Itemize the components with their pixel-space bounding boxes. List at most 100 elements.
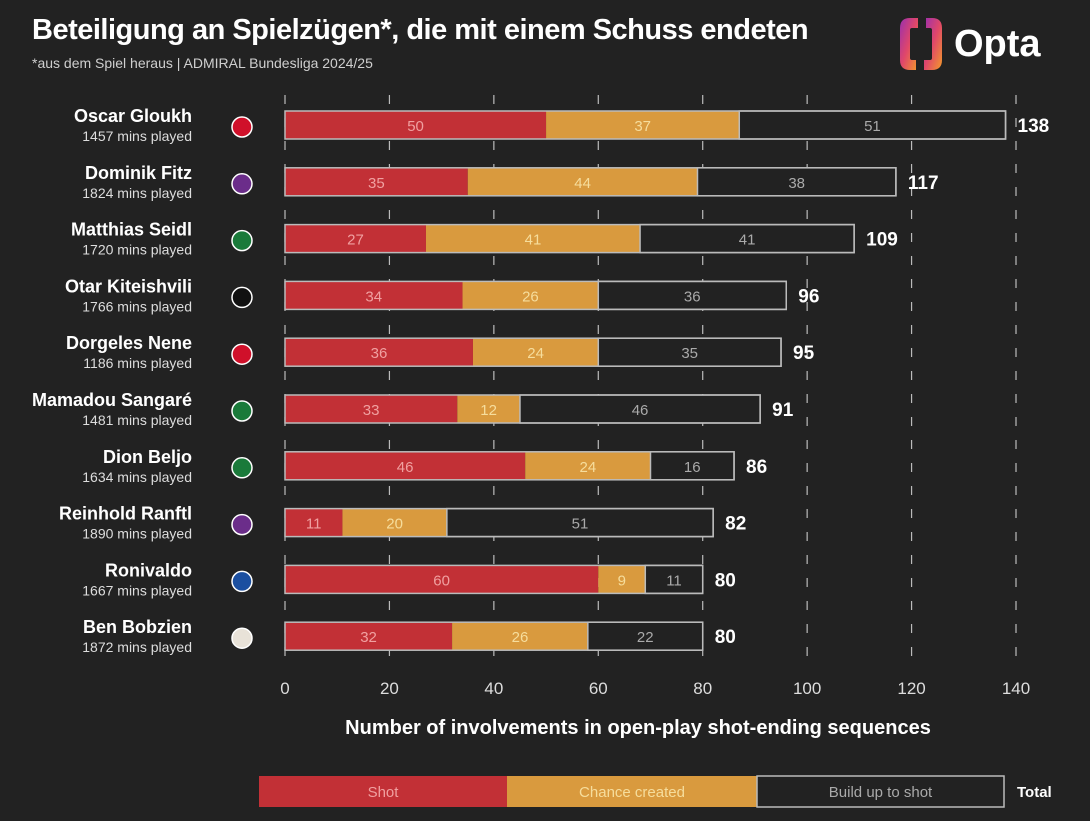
bar-segment-shot — [285, 281, 463, 310]
data-label: 16 — [684, 459, 701, 476]
player-name: Reinhold Ranftl — [59, 504, 192, 524]
bar-segment-build-up-to-shot — [446, 507, 714, 538]
data-label: 24 — [579, 459, 596, 476]
bar-segment-shot — [285, 338, 473, 367]
x-tick-label: 20 — [380, 679, 399, 698]
minutes-played: 1457 mins played — [82, 128, 192, 144]
bar-segment-chance-created — [462, 281, 599, 310]
x-tick-label: 40 — [484, 679, 503, 698]
x-axis-label: Number of involvements in open-play shot… — [345, 717, 931, 739]
minutes-played: 1481 mins played — [82, 412, 192, 428]
x-tick-label: 120 — [897, 679, 925, 698]
wolfsberg-club-icon — [231, 627, 253, 649]
minutes-played: 1667 mins played — [82, 582, 192, 598]
bar-segment-shot — [285, 167, 468, 196]
data-label: 32 — [360, 629, 377, 646]
chart-title: Beteiligung an Spielzügen*, die mit eine… — [32, 14, 809, 46]
total-label: 82 — [725, 514, 746, 535]
minutes-played: 1872 mins played — [82, 639, 192, 655]
data-label: 60 — [433, 572, 450, 589]
data-label: 50 — [407, 118, 424, 135]
player-name: Matthias Seidl — [71, 220, 192, 240]
data-label: 35 — [368, 175, 385, 192]
blau-weiss-linz-club-icon — [231, 570, 253, 593]
bar-segment-shot — [285, 508, 343, 537]
bar-segment-shot — [285, 451, 526, 480]
player-name: Otar Kiteishvili — [65, 276, 192, 296]
total-label: 95 — [793, 343, 815, 364]
total-label: 80 — [715, 627, 736, 648]
opta-logo: Opta — [896, 14, 1041, 74]
bar-segment-chance-created — [546, 111, 740, 139]
bar-outline — [284, 394, 761, 424]
player-name: Ronivaldo — [105, 560, 192, 580]
minutes-played: 1766 mins played — [82, 298, 192, 314]
data-label: 33 — [363, 402, 380, 419]
bar-segment-shot — [285, 395, 458, 423]
bar-outline — [284, 507, 714, 538]
data-label: 22 — [637, 629, 654, 646]
bar-segment-chance-created — [457, 395, 520, 423]
legend-label: Shot — [368, 784, 400, 801]
legend-swatch — [259, 776, 507, 807]
data-label: 12 — [480, 402, 497, 419]
player-name: Oscar Gloukh — [74, 106, 192, 126]
austria-wien-club-icon — [231, 513, 253, 536]
data-label: 34 — [365, 288, 382, 305]
bar-segment-chance-created — [598, 565, 646, 594]
bar-segment-shot — [285, 622, 453, 651]
bar-outline — [284, 110, 1007, 140]
data-label: 11 — [306, 516, 322, 533]
bar-segment-build-up-to-shot — [597, 337, 782, 367]
bar-segment-shot — [285, 224, 426, 253]
bar-segment-build-up-to-shot — [519, 394, 761, 424]
data-label: 35 — [681, 345, 698, 362]
player-name: Dion Beljo — [103, 447, 192, 467]
chart-subtitle: *aus dem Spiel heraus | ADMIRAL Bundesli… — [32, 55, 373, 71]
opta-logo-icon — [900, 18, 942, 70]
bar-segment-chance-created — [342, 508, 447, 537]
data-label: 37 — [634, 118, 651, 135]
x-tick-label: 140 — [1002, 679, 1030, 698]
player-name: Dorgeles Nene — [66, 333, 192, 353]
salzburg-club-icon — [231, 116, 253, 138]
legend-swatch — [507, 776, 757, 807]
data-label: 11 — [666, 572, 682, 589]
player-name: Mamadou Sangaré — [32, 390, 192, 410]
player-name: Ben Bobzien — [83, 617, 192, 637]
legend-total-label: Total — [1017, 784, 1052, 801]
opta-brand-text: Opta — [954, 22, 1041, 65]
minutes-played: 1890 mins played — [82, 526, 192, 542]
bar-segment-chance-created — [472, 338, 599, 367]
minutes-played: 1634 mins played — [82, 469, 192, 485]
sturm-graz-club-icon — [231, 286, 253, 309]
bar-outline — [284, 564, 704, 595]
player-name: Dominik Fitz — [85, 163, 192, 183]
data-label: 20 — [386, 516, 403, 533]
total-label: 80 — [715, 570, 736, 591]
data-label: 24 — [527, 345, 544, 362]
data-label: 27 — [347, 232, 364, 249]
data-label: 44 — [574, 175, 591, 192]
data-label: 41 — [739, 232, 756, 249]
total-label: 96 — [798, 286, 819, 307]
legend-label: Chance created — [579, 784, 685, 801]
austria-wien-club-icon — [231, 173, 253, 195]
minutes-played: 1720 mins played — [82, 242, 192, 258]
total-label: 86 — [746, 457, 767, 478]
bar-segment-chance-created — [425, 224, 641, 253]
data-label: 36 — [684, 288, 701, 305]
rapid-wien-club-icon — [231, 400, 253, 422]
data-label: 9 — [618, 572, 626, 589]
rapid-wien-club-icon — [231, 457, 253, 479]
salzburg-club-icon — [231, 343, 253, 365]
total-label: 109 — [866, 230, 898, 251]
minutes-played: 1186 mins played — [83, 355, 192, 371]
legend-label: Build up to shot — [829, 784, 933, 801]
data-label: 41 — [525, 232, 542, 249]
bar-segment-shot — [285, 111, 547, 139]
bar-segment-chance-created — [467, 167, 698, 196]
data-label: 26 — [512, 629, 529, 646]
data-label: 36 — [371, 345, 388, 362]
